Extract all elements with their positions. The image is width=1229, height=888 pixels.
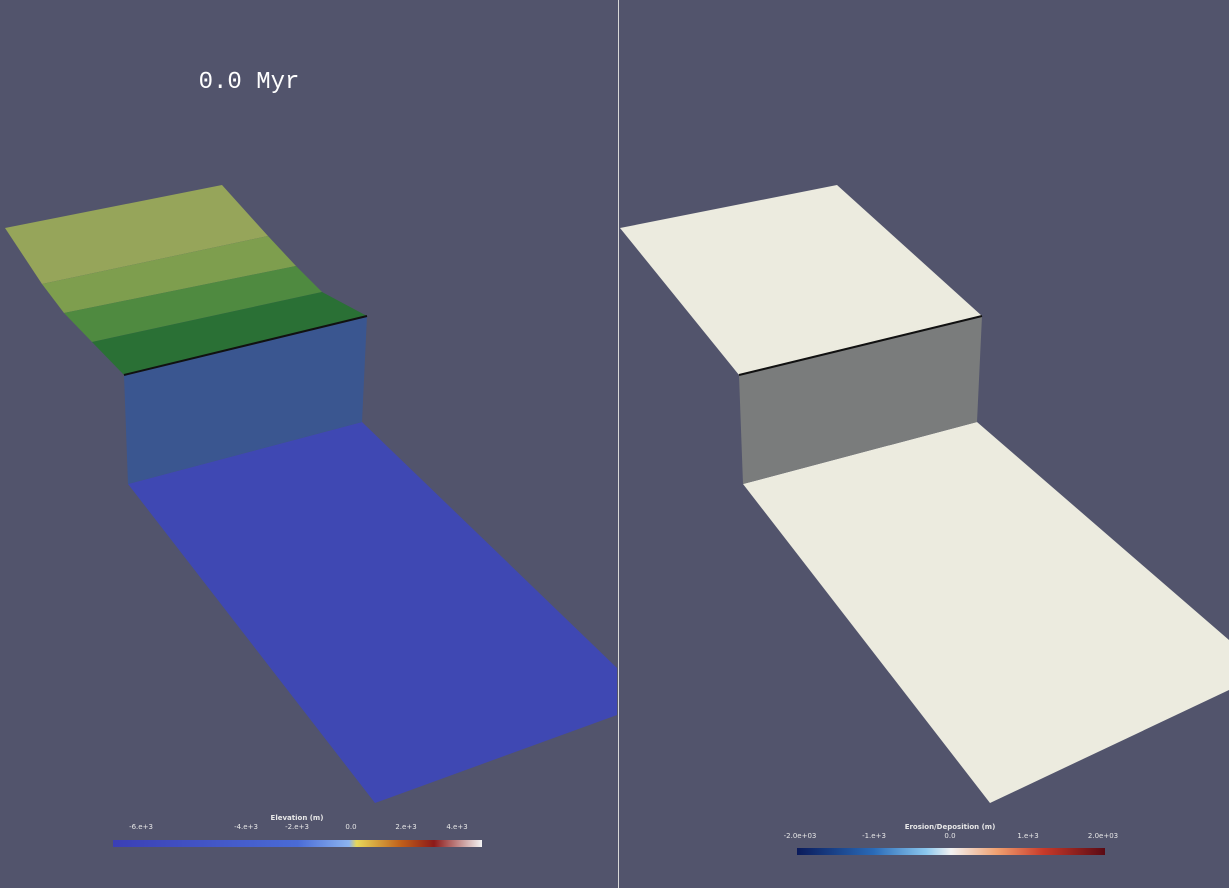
edge bbox=[738, 315, 983, 376]
left-view: 0.0 Myr Elevation (m) -6.e+3 -4.e+3 -2.e… bbox=[5, 69, 617, 847]
colorbar bbox=[797, 848, 1105, 855]
colorbar-tick: -1.e+3 bbox=[862, 832, 886, 840]
colorbar-tick: 1.e+3 bbox=[1017, 832, 1038, 840]
colorbar-title: Erosion/Deposition (m) bbox=[905, 823, 996, 831]
time-label: 0.0 Myr bbox=[199, 69, 300, 96]
floor bbox=[743, 422, 1229, 803]
right-view: Erosion/Deposition (m) -2.0e+03 -1.e+3 0… bbox=[620, 185, 1229, 855]
plateau-band bbox=[92, 292, 367, 375]
colorbar-tick: -2.0e+03 bbox=[784, 832, 817, 840]
plateau-band bbox=[64, 266, 322, 342]
floor bbox=[128, 422, 617, 803]
colorbar-title: Elevation (m) bbox=[271, 814, 324, 822]
cliff bbox=[124, 316, 367, 484]
colorbar-tick: 2.e+3 bbox=[395, 823, 416, 831]
colorbar-tick: -4.e+3 bbox=[234, 823, 258, 831]
colorbar-tick: -6.e+3 bbox=[129, 823, 153, 831]
colorbar bbox=[113, 840, 482, 847]
colorbar-tick: 4.e+3 bbox=[446, 823, 467, 831]
colorbar-tick: 0.0 bbox=[944, 832, 955, 840]
colorbar-tick: -2.e+3 bbox=[285, 823, 309, 831]
colorbar-tick: 2.0e+03 bbox=[1088, 832, 1118, 840]
plateau bbox=[620, 185, 982, 375]
plateau-band bbox=[5, 185, 268, 284]
colorbar-tick: 0.0 bbox=[345, 823, 356, 831]
cliff bbox=[739, 316, 982, 484]
plateau-band bbox=[42, 236, 296, 313]
edge bbox=[123, 315, 368, 376]
